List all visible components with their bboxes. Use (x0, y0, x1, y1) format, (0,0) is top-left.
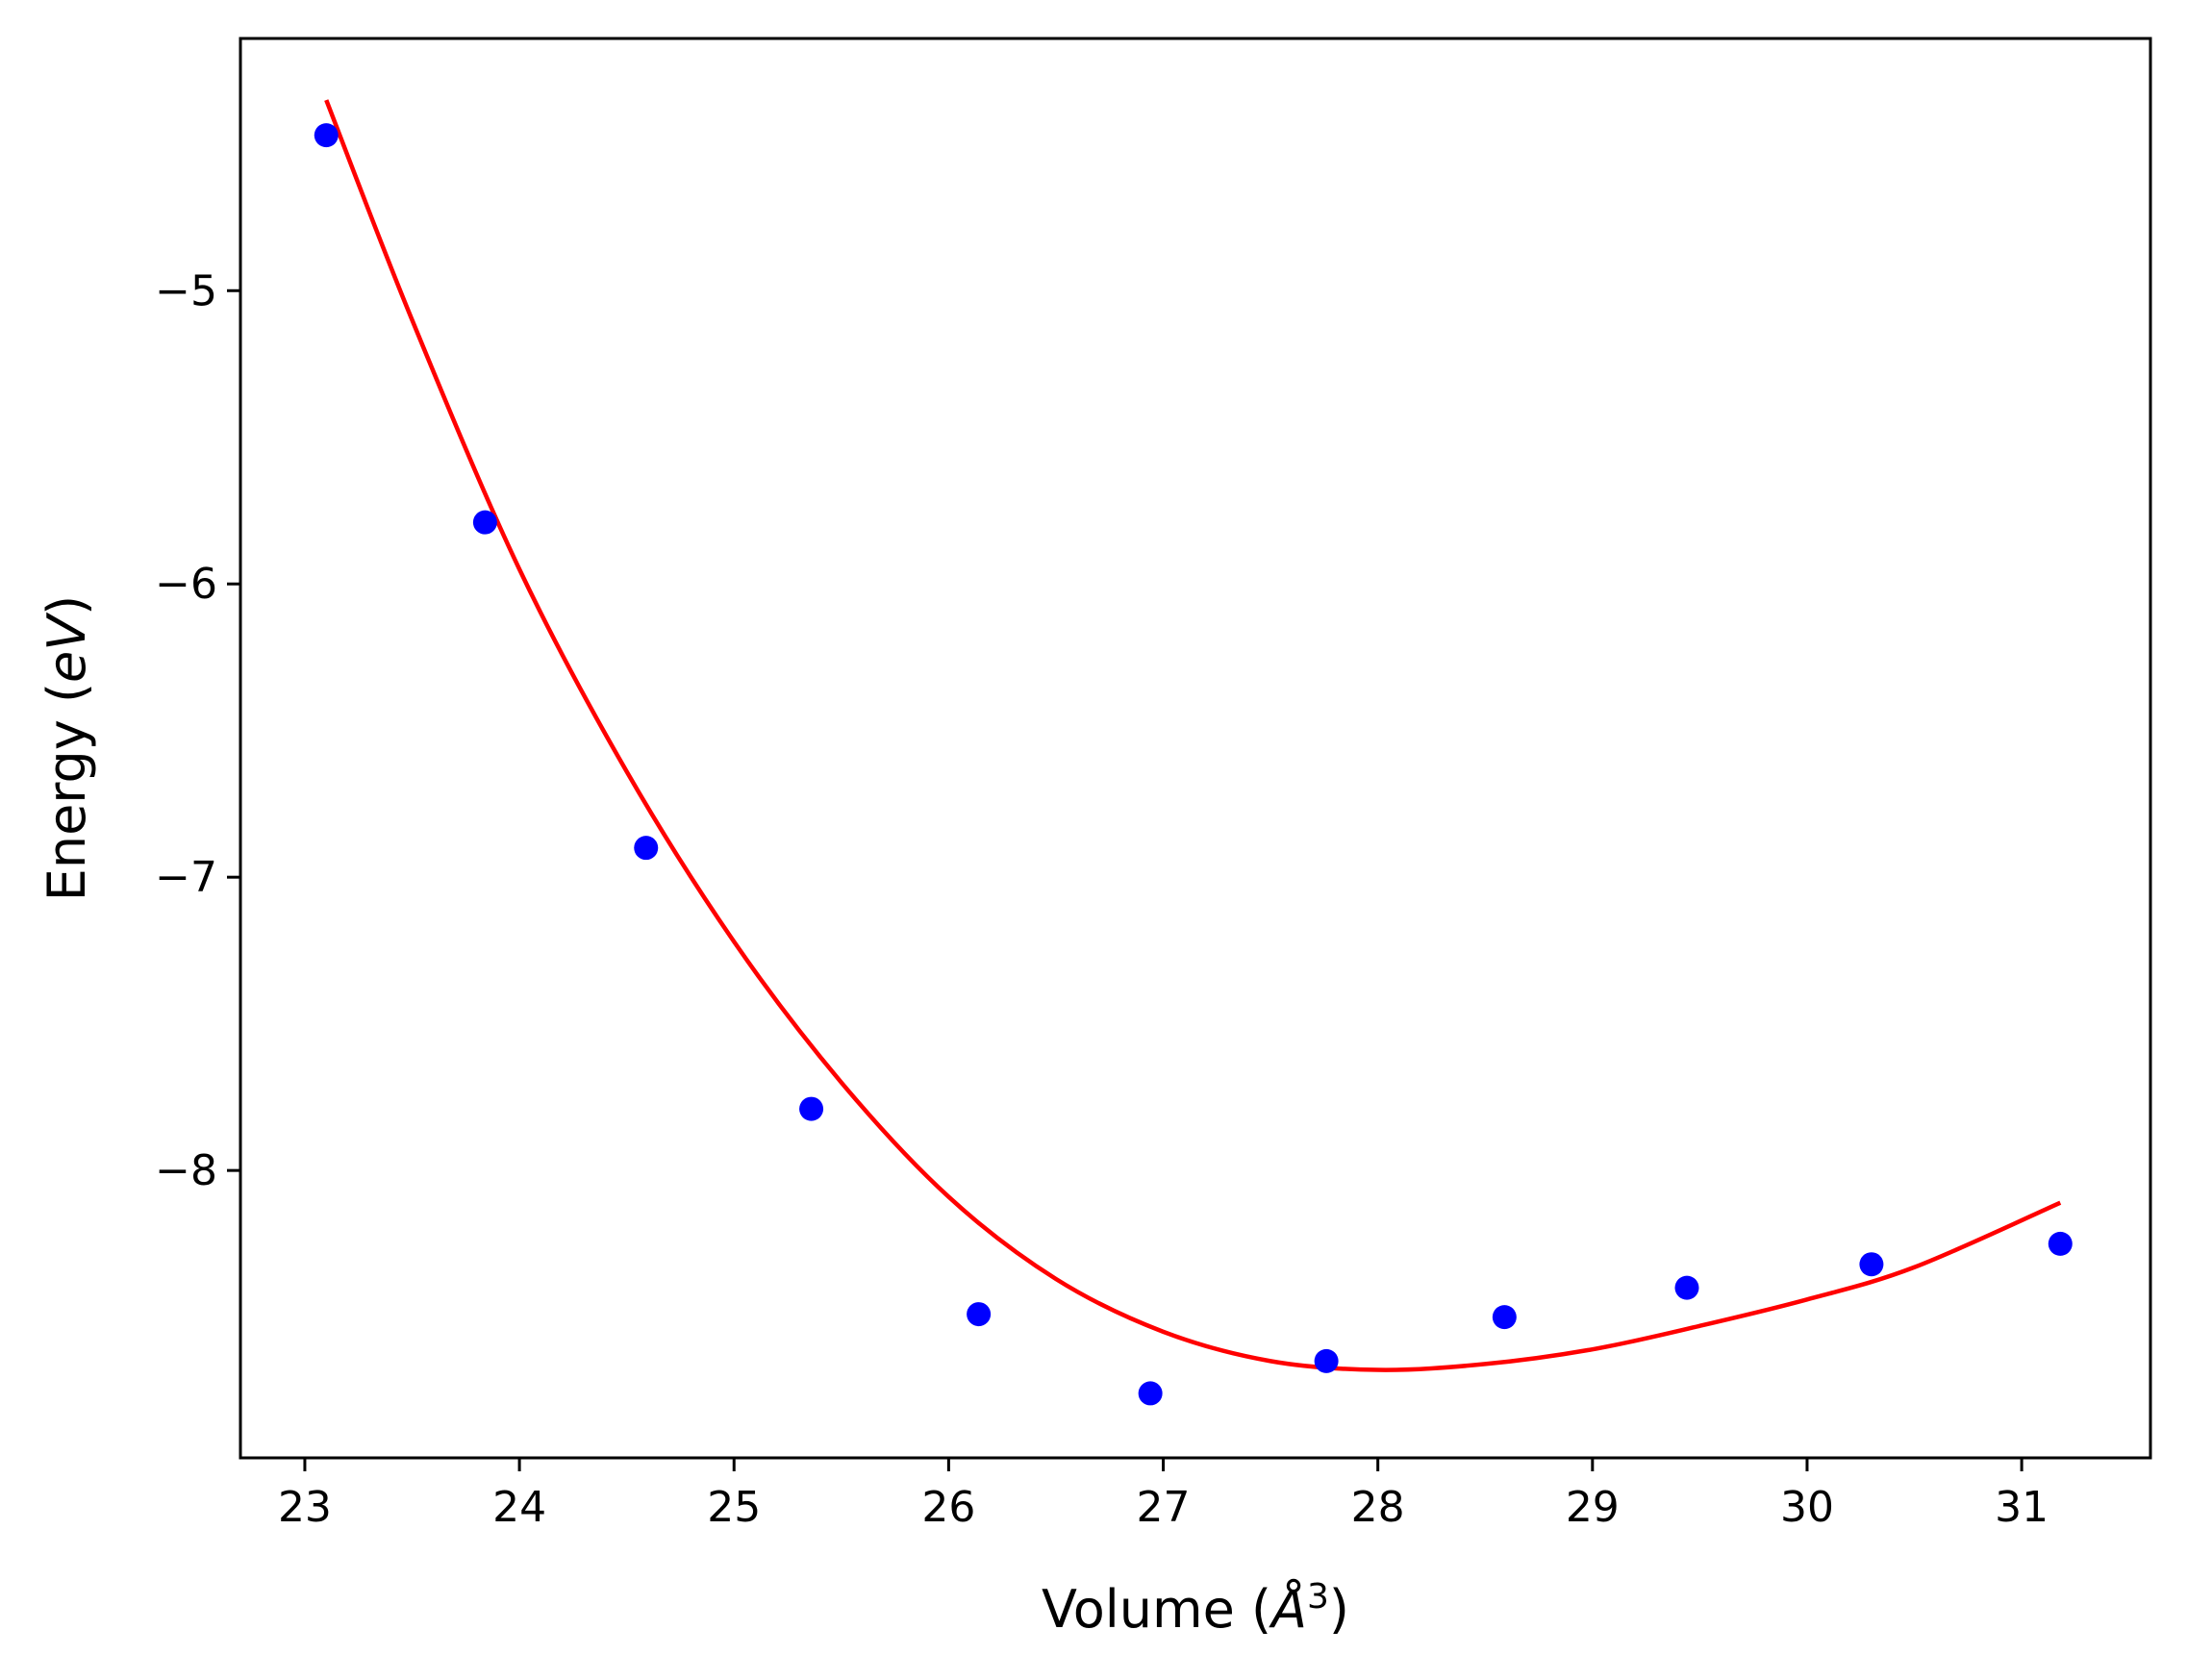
data-point (634, 836, 659, 861)
plot-frame (239, 37, 2152, 1460)
fit-curve-layer (324, 99, 2062, 1372)
x-tick-label: 29 (1566, 1483, 1620, 1532)
y-tick-label: −8 (155, 1146, 217, 1195)
data-point (314, 123, 339, 148)
x-axis-label: Volume (Å3) (1042, 1577, 1349, 1640)
x-tick-label: 27 (1137, 1483, 1191, 1532)
fit-curve (324, 99, 2062, 1372)
x-tick-label: 23 (278, 1483, 332, 1532)
data-point (799, 1096, 824, 1121)
data-point (967, 1302, 992, 1327)
x-tick-label: 31 (1995, 1483, 2049, 1532)
data-point (1674, 1275, 1699, 1300)
data-point (1859, 1252, 1884, 1277)
x-axis-ticks: 23 24 25 26 27 28 29 30 31 (278, 1458, 2049, 1532)
x-tick-label: 30 (1780, 1483, 1834, 1532)
y-axis-ticks: −8 −7 −6 −5 (155, 266, 240, 1195)
x-tick-label: 28 (1351, 1483, 1405, 1532)
data-point (1138, 1381, 1163, 1406)
data-point (1492, 1305, 1517, 1330)
x-tick-label: 24 (492, 1483, 546, 1532)
y-tick-label: −7 (155, 853, 217, 902)
data-point (1314, 1348, 1339, 1373)
y-tick-label: −6 (155, 560, 217, 609)
y-tick-label: −5 (155, 266, 217, 315)
data-points-layer (314, 123, 2073, 1406)
x-tick-label: 25 (707, 1483, 761, 1532)
x-tick-label: 26 (921, 1483, 975, 1532)
data-point (2048, 1231, 2073, 1256)
data-point (472, 510, 497, 535)
y-axis-label: Energy (eV) (37, 595, 97, 902)
